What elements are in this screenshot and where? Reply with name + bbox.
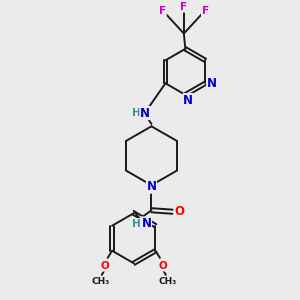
Text: F: F: [159, 6, 166, 16]
Text: F: F: [202, 6, 208, 16]
Text: H: H: [132, 108, 141, 118]
Text: CH₃: CH₃: [158, 277, 176, 286]
Text: N: N: [142, 217, 152, 230]
Text: N: N: [140, 106, 150, 120]
Text: H: H: [132, 218, 141, 229]
Text: O: O: [174, 205, 184, 218]
Text: N: N: [207, 77, 217, 90]
Text: O: O: [100, 261, 109, 271]
Text: CH₃: CH₃: [91, 277, 110, 286]
Text: O: O: [158, 261, 167, 271]
Text: F: F: [180, 2, 188, 12]
Text: N: N: [183, 94, 193, 106]
Text: N: N: [146, 180, 157, 193]
